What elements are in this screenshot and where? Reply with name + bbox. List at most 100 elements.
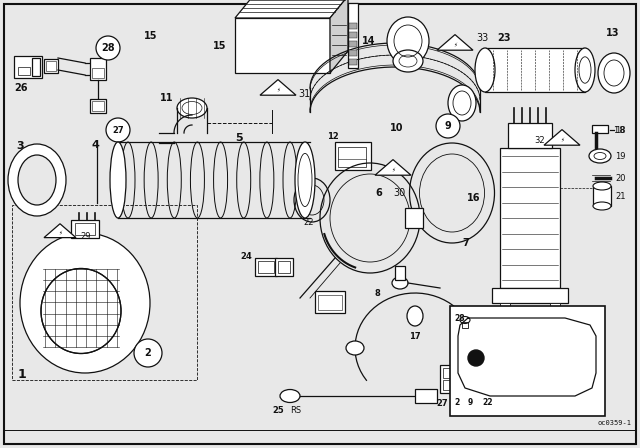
Polygon shape <box>330 0 348 73</box>
Text: 6: 6 <box>375 188 381 198</box>
Ellipse shape <box>392 277 408 289</box>
Text: oc0359-1: oc0359-1 <box>598 420 632 426</box>
Bar <box>275 258 293 276</box>
Bar <box>349 41 357 47</box>
Bar <box>349 50 357 56</box>
Bar <box>440 365 462 393</box>
Text: 30: 30 <box>393 188 405 198</box>
Ellipse shape <box>593 202 611 210</box>
Circle shape <box>106 118 130 142</box>
Bar <box>90 99 106 113</box>
Text: RS: RS <box>290 405 301 414</box>
Text: 2: 2 <box>454 397 460 406</box>
Text: 33: 33 <box>476 33 488 43</box>
Ellipse shape <box>177 98 207 118</box>
Ellipse shape <box>8 144 66 216</box>
Ellipse shape <box>475 48 495 92</box>
Polygon shape <box>235 0 348 18</box>
Bar <box>75 223 95 235</box>
Ellipse shape <box>387 17 429 65</box>
Text: 9: 9 <box>445 121 451 131</box>
Bar <box>348 3 358 68</box>
Text: ⚡: ⚡ <box>453 43 457 48</box>
Bar <box>500 303 510 313</box>
Ellipse shape <box>589 149 611 163</box>
Text: 15: 15 <box>213 40 227 51</box>
Text: 1: 1 <box>18 367 27 380</box>
Bar <box>415 389 437 403</box>
Text: 2: 2 <box>145 348 152 358</box>
Polygon shape <box>375 159 411 175</box>
Text: 20: 20 <box>615 173 625 182</box>
Bar <box>258 261 274 273</box>
Ellipse shape <box>593 182 611 190</box>
Bar <box>318 295 342 310</box>
Text: 10: 10 <box>390 123 403 133</box>
Bar <box>405 208 423 228</box>
Circle shape <box>468 350 484 366</box>
Bar <box>92 101 104 111</box>
Text: 9: 9 <box>468 397 473 406</box>
Text: 25: 25 <box>272 405 284 414</box>
Ellipse shape <box>448 85 476 121</box>
Ellipse shape <box>295 142 315 218</box>
Bar <box>255 258 277 276</box>
Text: 7: 7 <box>462 238 468 248</box>
Text: 28: 28 <box>101 43 115 53</box>
Bar <box>500 148 560 288</box>
Text: ⚡: ⚡ <box>58 231 62 236</box>
Bar <box>335 142 371 170</box>
Text: 15: 15 <box>143 31 157 41</box>
Polygon shape <box>437 34 473 50</box>
Ellipse shape <box>575 48 595 92</box>
Bar <box>90 58 106 80</box>
Polygon shape <box>544 129 580 145</box>
Polygon shape <box>44 224 76 237</box>
Bar <box>492 288 568 303</box>
Bar <box>550 303 560 313</box>
Text: 23: 23 <box>497 33 511 43</box>
Text: 22: 22 <box>303 217 314 227</box>
Text: 16: 16 <box>467 193 480 203</box>
Bar <box>278 261 290 273</box>
Circle shape <box>134 339 162 367</box>
Text: -18: -18 <box>612 125 626 134</box>
Bar <box>462 322 468 328</box>
Text: 26: 26 <box>14 83 28 93</box>
Text: 13: 13 <box>606 28 620 38</box>
Text: 8: 8 <box>374 289 380 297</box>
Polygon shape <box>260 80 296 95</box>
Bar <box>338 147 366 167</box>
Bar <box>593 186 611 206</box>
Text: 31: 31 <box>298 89 310 99</box>
Bar <box>349 23 357 29</box>
Text: 27: 27 <box>436 399 448 408</box>
Bar <box>18 67 30 75</box>
Bar <box>44 59 58 73</box>
Text: 4: 4 <box>92 140 100 150</box>
Bar <box>315 291 345 313</box>
Bar <box>32 58 40 76</box>
Bar <box>450 306 605 416</box>
Bar <box>235 18 330 73</box>
Bar <box>92 68 104 78</box>
Bar <box>349 32 357 38</box>
Text: 3: 3 <box>16 141 24 151</box>
Ellipse shape <box>407 306 423 326</box>
Bar <box>508 123 552 148</box>
Text: 14: 14 <box>362 36 375 46</box>
Bar <box>349 59 357 65</box>
Bar <box>443 380 459 390</box>
Circle shape <box>436 114 460 138</box>
Bar <box>14 56 42 78</box>
Text: ⚡: ⚡ <box>391 168 395 173</box>
Bar <box>71 220 99 238</box>
Text: 32: 32 <box>534 135 545 145</box>
Ellipse shape <box>346 341 364 355</box>
Bar <box>485 48 585 92</box>
Bar <box>12 205 197 380</box>
Bar <box>46 61 56 71</box>
Text: 21: 21 <box>615 191 625 201</box>
Ellipse shape <box>20 233 150 373</box>
Ellipse shape <box>18 155 56 205</box>
